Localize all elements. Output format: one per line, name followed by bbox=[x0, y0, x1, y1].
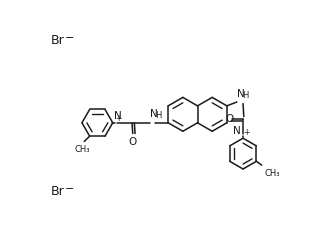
Text: O: O bbox=[225, 114, 233, 124]
Text: CH₃: CH₃ bbox=[74, 145, 90, 154]
Text: N: N bbox=[114, 111, 121, 121]
Text: +: + bbox=[115, 114, 121, 123]
Text: H: H bbox=[155, 111, 161, 120]
Text: N: N bbox=[150, 109, 158, 119]
Text: Br: Br bbox=[51, 185, 65, 198]
Text: −: − bbox=[65, 184, 74, 194]
Text: N: N bbox=[237, 89, 244, 99]
Text: CH₃: CH₃ bbox=[265, 169, 280, 178]
Text: N: N bbox=[233, 126, 241, 136]
Text: Br: Br bbox=[51, 34, 65, 47]
Text: H: H bbox=[242, 91, 248, 100]
Text: O: O bbox=[129, 137, 137, 147]
Text: +: + bbox=[243, 128, 249, 137]
Text: −: − bbox=[65, 33, 74, 43]
